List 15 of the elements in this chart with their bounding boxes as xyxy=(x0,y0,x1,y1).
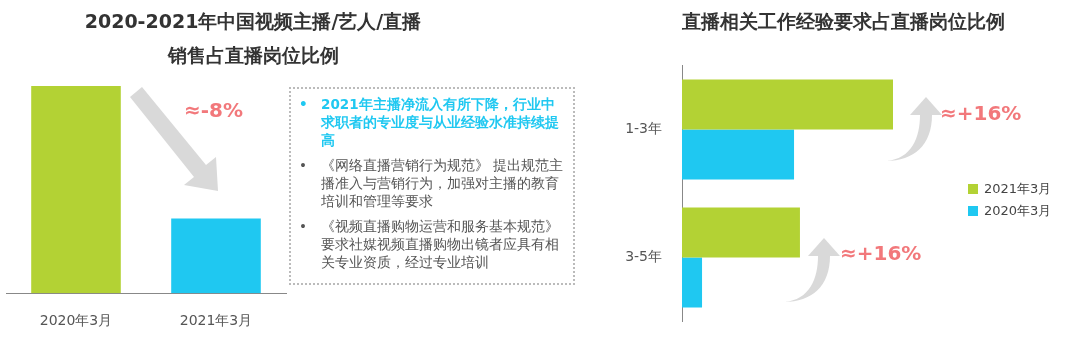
annotation: ≈-8% xyxy=(184,98,244,123)
text: ≈+16% xyxy=(940,101,1022,126)
annotation: ≈+16% xyxy=(840,241,922,266)
text: • 《视频直播购物运营和服务基本规范》要求社媒视频直播购物出镜者应具有相关专业资质，经过专业培训 xyxy=(299,217,560,271)
text: • 《网络直播营销行为规范》 提出规范主播准入与营销行为，加强对主播的教育培训和管理等要求 xyxy=(299,156,565,210)
bar xyxy=(682,207,800,258)
y-tick-label: 1-3年 xyxy=(625,120,662,137)
chart-title: 直播相关工作经验要求占直播岗位比例 xyxy=(680,9,1006,34)
y-tick-label: 3-5年 xyxy=(625,248,662,265)
bar xyxy=(682,257,703,308)
chart-title: 2020-2021年中国视频主播/艺人/直播销售占直播岗位比例 xyxy=(83,9,423,68)
legend-label: 2021年3月 xyxy=(984,180,1052,198)
legend-label: 2020年3月 xyxy=(984,202,1052,220)
bar xyxy=(682,129,795,180)
text: • 2021年主播净流入有所下降，行业中求职者的专业度与从业经验水准持续提高 xyxy=(299,95,560,149)
